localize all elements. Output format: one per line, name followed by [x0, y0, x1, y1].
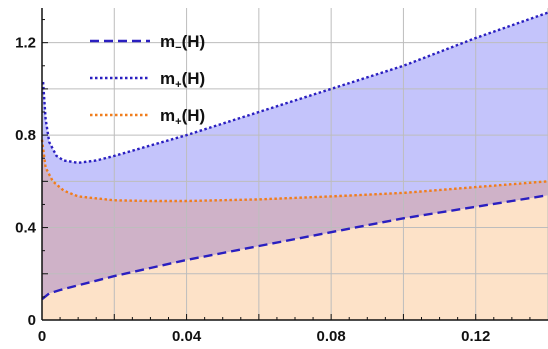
middle-region-fill [42, 139, 548, 300]
legend-label-2: m+(H) [160, 69, 205, 91]
grid-lines [42, 8, 548, 320]
y-tick-label: 0.8 [15, 127, 36, 144]
tick-labels: 0 0.04 0.08 0.12 0 0.4 0.8 1.2 [15, 35, 490, 345]
legend-label-1: m−(H) [160, 32, 205, 54]
series-line-3 [40, 139, 548, 203]
axes [41, 8, 548, 321]
legend: m−(H) m+(H) m+(H) [90, 32, 205, 128]
y-tick-label: 0 [28, 312, 36, 329]
curves [40, 11, 548, 301]
series-line-1 [41, 194, 548, 301]
y-tick-label: 0.4 [15, 220, 37, 237]
x-tick-label: 0 [38, 328, 46, 345]
x-tick-label: 0.04 [172, 328, 202, 345]
x-tick-label: 0.12 [461, 328, 490, 345]
legend-label-3: m+(H) [160, 106, 205, 128]
y-tick-label: 1.2 [15, 35, 36, 52]
x-tick-label: 0.08 [317, 328, 346, 345]
series-line-2 [41, 11, 548, 165]
